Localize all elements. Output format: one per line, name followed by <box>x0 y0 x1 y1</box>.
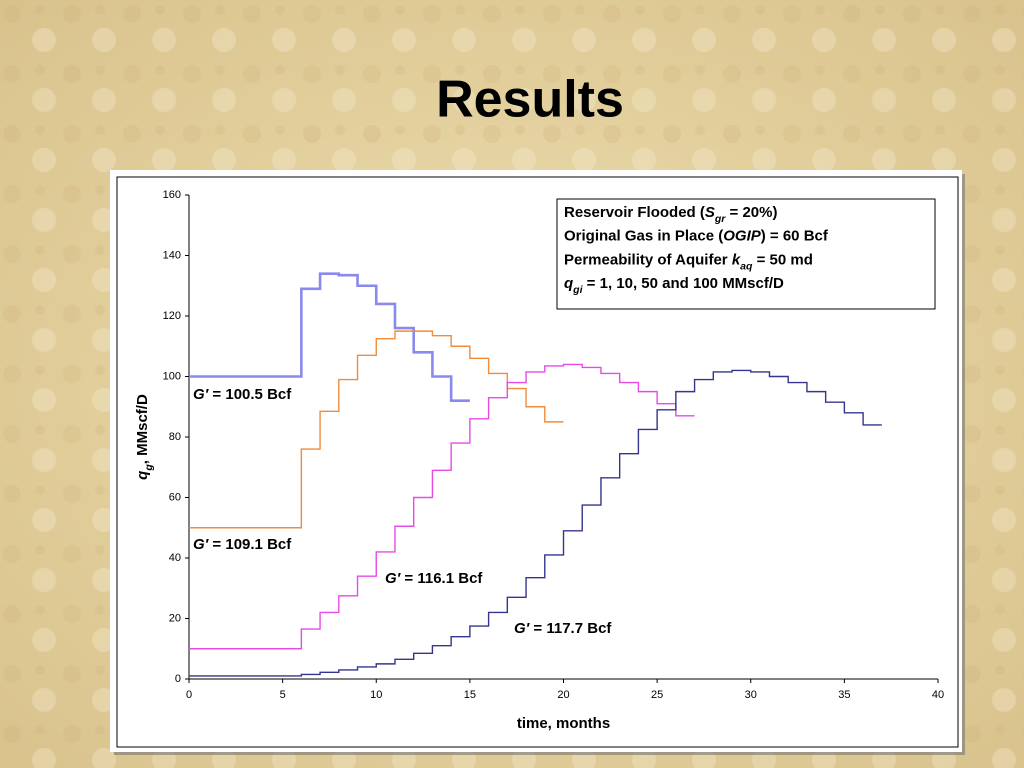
x-tick-label: 20 <box>557 689 569 701</box>
y-axis-label: qg, MMscf/D <box>134 394 155 480</box>
x-axis-label: time, months <box>517 715 610 732</box>
annotation-part: = 116.1 Bcf <box>400 570 483 587</box>
info-line: Original Gas in Place (OGIP) = 60 Bcf <box>564 228 829 245</box>
plot-frame <box>116 176 959 748</box>
y-axis-label-part: g <box>143 464 155 472</box>
annotation-part: G′ <box>193 536 210 553</box>
y-tick-label: 60 <box>169 491 181 503</box>
series-line <box>189 272 470 402</box>
annotation-part: G′ <box>193 386 210 403</box>
info-line-part: Reservoir Flooded ( <box>564 204 705 221</box>
y-tick-label: 20 <box>169 612 181 624</box>
info-line-part: k <box>732 251 741 268</box>
info-line-part: S <box>705 204 715 221</box>
annotation-part: G′ <box>385 570 402 587</box>
annotation: G′ = 100.5 Bcf <box>193 386 292 403</box>
y-tick-label: 80 <box>169 431 181 443</box>
y-tick-label: 100 <box>163 370 181 382</box>
series-line <box>189 363 695 650</box>
info-box <box>556 198 936 310</box>
x-tick-label: 10 <box>370 689 382 701</box>
x-tick-label: 40 <box>932 689 944 701</box>
info-line-part: Permeability of Aquifer <box>564 251 732 268</box>
y-tick-label: 0 <box>175 673 181 685</box>
x-tick-label: 0 <box>186 689 192 701</box>
info-line: Permeability of Aquifer kaq = 50 md <box>564 251 813 272</box>
info-line-part: = 50 md <box>752 251 812 268</box>
info-line-part: gr <box>714 213 726 225</box>
info-line-part: = 20%) <box>725 204 777 221</box>
annotation: G′ = 117.7 Bcf <box>514 620 612 637</box>
y-tick-label: 120 <box>163 310 181 322</box>
info-line-part: q <box>564 275 573 292</box>
annotation-part: = 100.5 Bcf <box>208 386 292 403</box>
info-line-part: ) = 60 Bcf <box>761 228 829 245</box>
annotation: G′ = 116.1 Bcf <box>385 570 483 587</box>
series-line <box>189 369 882 677</box>
x-tick-label: 25 <box>651 689 663 701</box>
info-line-part: gi <box>572 284 583 296</box>
annotation: G′ = 109.1 Bcf <box>193 536 292 553</box>
info-line-part: Original Gas in Place ( <box>564 228 723 245</box>
info-line-part: = 1, 10, 50 and 100 MMscf/D <box>583 275 785 292</box>
annotation-part: G′ <box>514 620 531 637</box>
slide-title: Results <box>436 71 624 129</box>
y-axis-label-part: , MMscf/D <box>134 394 151 464</box>
info-line-part: aq <box>740 260 753 272</box>
x-tick-label: 15 <box>464 689 476 701</box>
y-axis-label-part: q <box>134 471 151 480</box>
x-tick-label: 30 <box>745 689 757 701</box>
y-tick-label: 40 <box>169 552 181 564</box>
info-line: Reservoir Flooded (Sgr = 20%) <box>564 204 778 225</box>
info-line-part: OGIP <box>723 228 762 245</box>
y-tick-label: 140 <box>163 249 181 261</box>
series-line <box>189 330 564 529</box>
annotation-part: = 117.7 Bcf <box>529 620 612 637</box>
x-tick-label: 35 <box>838 689 850 701</box>
annotation-part: = 109.1 Bcf <box>208 536 292 553</box>
y-tick-label: 160 <box>163 189 181 201</box>
info-line: qgi = 1, 10, 50 and 100 MMscf/D <box>564 275 784 296</box>
x-tick-label: 5 <box>280 689 286 701</box>
